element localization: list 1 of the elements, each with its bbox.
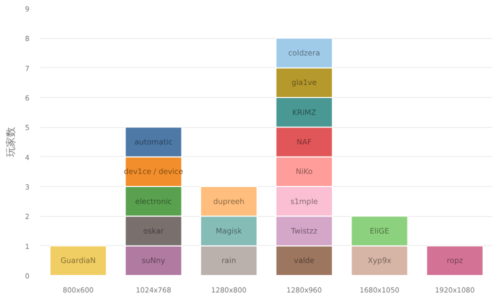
y-axis-title: 玩家数	[5, 127, 18, 157]
